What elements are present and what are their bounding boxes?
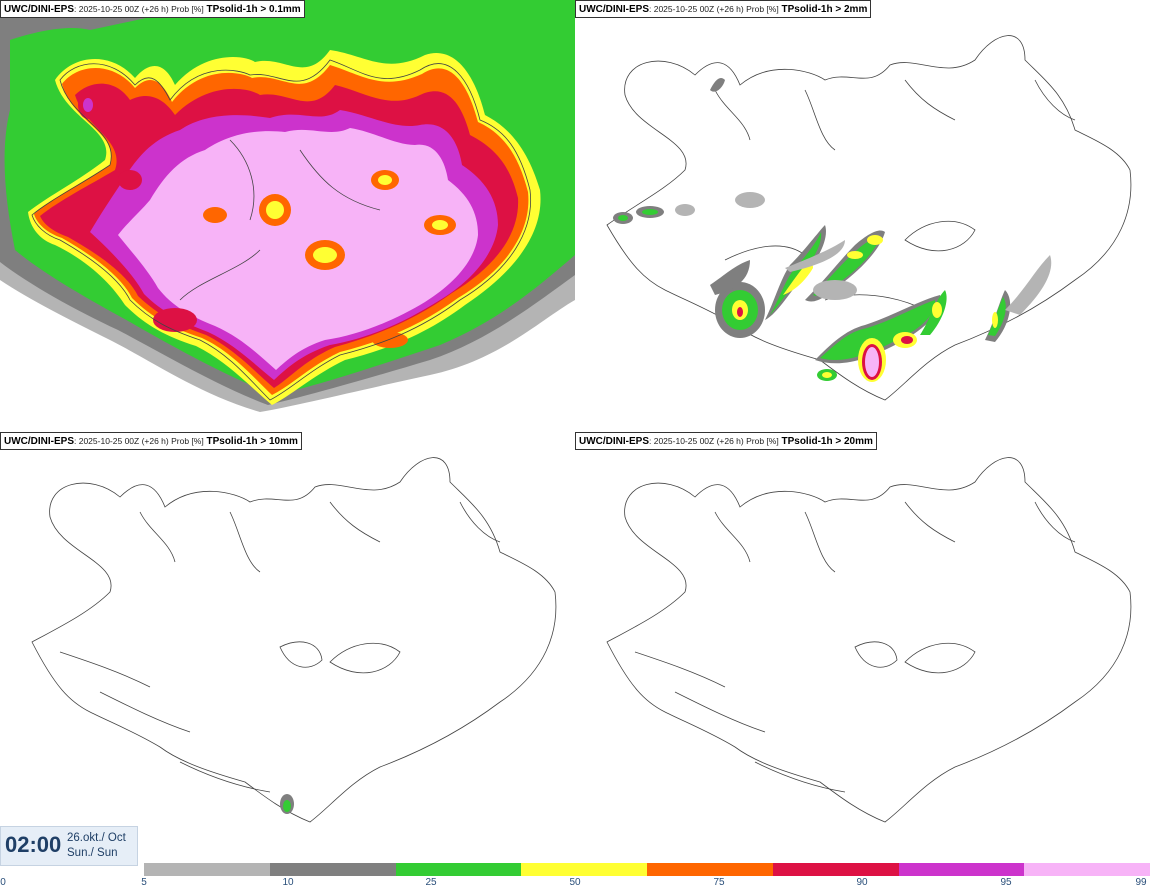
model-name: UWC/DINI-EPS: [579, 436, 649, 447]
map-panel-2mm: UWC/DINI-EPS: 2025-10-25 00Z (+26 h) Pro…: [575, 0, 1150, 432]
model-name: UWC/DINI-EPS: [579, 4, 649, 15]
legend-tick: 99: [1135, 877, 1147, 888]
probability-map-10mm: [0, 432, 575, 864]
probability-blobs: [613, 78, 1052, 382]
valid-date-day-month: 26.okt./ Oct: [67, 832, 126, 844]
legend-swatch: [647, 863, 773, 876]
map-background: [0, 432, 575, 864]
panel-title: UWC/DINI-EPS: 2025-10-25 00Z (+26 h) Pro…: [0, 432, 302, 450]
model-name: UWC/DINI-EPS: [4, 436, 74, 447]
probability-map-0p1mm: [0, 0, 575, 432]
legend-swatch: [521, 863, 647, 876]
map-panel-10mm: UWC/DINI-EPS: 2025-10-25 00Z (+26 h) Pro…: [0, 432, 575, 864]
legend-tick: 25: [425, 877, 437, 888]
run-info: : 2025-10-25 00Z (+26 h) Prob [%]: [649, 436, 779, 446]
valid-date: 26.okt./ Oct Sun./ Sun: [67, 831, 126, 861]
model-name: UWC/DINI-EPS: [4, 4, 74, 15]
legend-swatch: [772, 863, 899, 876]
coastline: [31, 457, 557, 823]
valid-time: 02:00: [5, 832, 62, 857]
legend-swatch: [269, 863, 396, 876]
parameter-threshold: TPsolid-1h > 0.1mm: [206, 4, 301, 15]
run-info: : 2025-10-25 00Z (+26 h) Prob [%]: [649, 4, 779, 14]
probability-map-20mm: [575, 432, 1150, 864]
map-panel-20mm: UWC/DINI-EPS: 2025-10-25 00Z (+26 h) Pro…: [575, 432, 1150, 864]
panel-title: UWC/DINI-EPS: 2025-10-25 00Z (+26 h) Pro…: [575, 0, 872, 18]
probability-blobs: [280, 794, 294, 814]
parameter-threshold: TPsolid-1h > 2mm: [781, 4, 868, 15]
legend-swatch: [898, 863, 1025, 876]
run-info: : 2025-10-25 00Z (+26 h) Prob [%]: [74, 436, 204, 446]
legend-swatch: [395, 863, 522, 876]
panel-title: UWC/DINI-EPS: 2025-10-25 00Z (+26 h) Pro…: [575, 432, 877, 450]
legend-colorbar: [144, 863, 1150, 876]
legend-tick: 75: [713, 877, 725, 888]
probability-map-2mm: [575, 0, 1150, 432]
valid-date-weekday: Sun./ Sun: [67, 847, 118, 859]
coastline: [31, 59, 532, 401]
legend-tick: 10: [282, 877, 294, 888]
run-info: : 2025-10-25 00Z (+26 h) Prob [%]: [74, 4, 204, 14]
parameter-threshold: TPsolid-1h > 10mm: [206, 436, 298, 447]
parameter-threshold: TPsolid-1h > 20mm: [781, 436, 873, 447]
legend-tick: 95: [1000, 877, 1012, 888]
map-panel-0p1mm: UWC/DINI-EPS: 2025-10-25 00Z (+26 h) Pro…: [0, 0, 575, 432]
legend-tick: 5: [141, 877, 147, 888]
coastline: [606, 457, 1132, 823]
legend-tick: 50: [569, 877, 581, 888]
legend-swatch: [1024, 863, 1150, 876]
legend-swatch: [144, 863, 270, 876]
valid-time-box: 02:00 26.okt./ Oct Sun./ Sun: [0, 826, 138, 866]
legend-tick: 90: [856, 877, 868, 888]
panel-title: UWC/DINI-EPS: 2025-10-25 00Z (+26 h) Pro…: [0, 0, 305, 18]
legend-tick: 0: [0, 877, 6, 888]
embedded-hotspots: [78, 91, 456, 348]
map-background: [575, 432, 1150, 864]
